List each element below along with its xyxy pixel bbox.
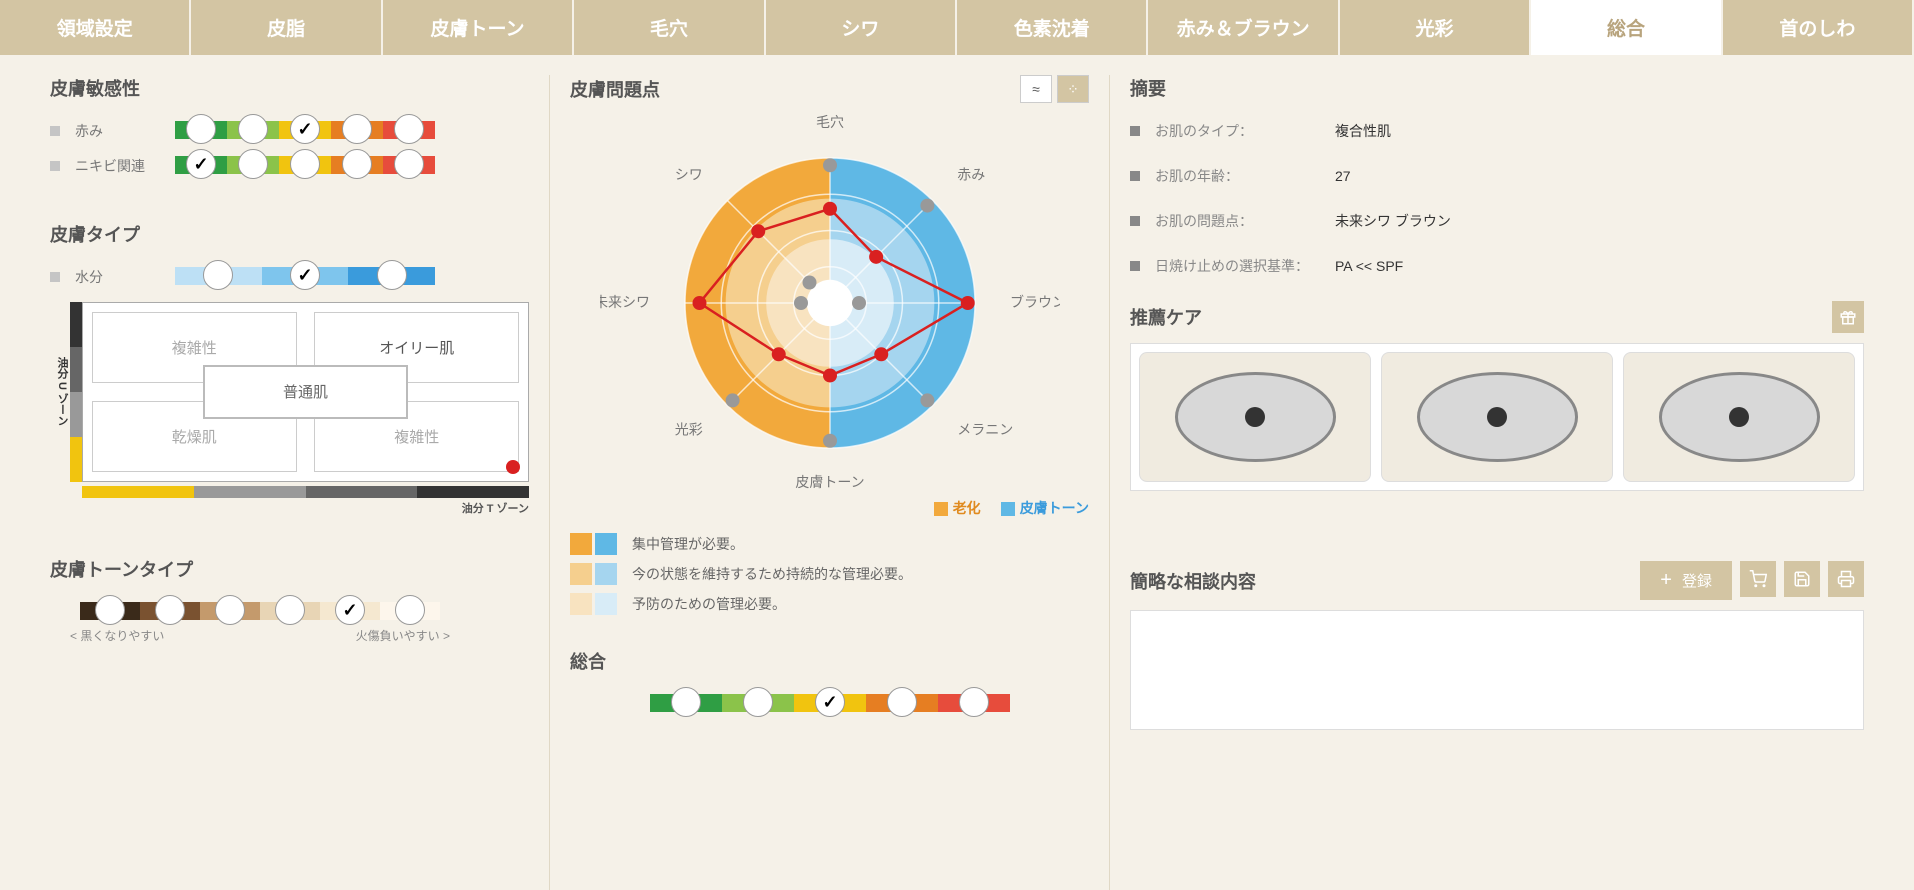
register-button[interactable]: +登録	[1640, 561, 1732, 600]
moisture-slider[interactable]	[175, 267, 435, 287]
matrix-cell-2: 普通肌	[203, 365, 408, 418]
svg-text:皮膚トーン: 皮膚トーン	[795, 474, 864, 490]
radar-mode-wave-icon[interactable]: ≈	[1020, 75, 1052, 103]
radar-mode-dots-icon[interactable]: ⁘	[1057, 75, 1089, 103]
tab-1[interactable]: 皮脂	[191, 0, 380, 55]
rating-marker-4[interactable]	[959, 687, 989, 717]
intensity-text-1: 今の状態を維持するため持続的な管理必要。	[632, 564, 912, 584]
skintype-title: 皮膚タイプ	[50, 221, 529, 247]
sensitivity-slider-1[interactable]	[175, 156, 435, 176]
overall-slider[interactable]	[650, 694, 1010, 714]
rating-marker-3[interactable]	[342, 114, 372, 144]
rating-marker-4[interactable]	[394, 114, 424, 144]
care-products	[1130, 343, 1864, 491]
summary-label-3: 日焼け止めの選択基準：	[1155, 256, 1335, 276]
intensity-text-2: 予防のための管理必要。	[632, 594, 786, 614]
rating-marker-2[interactable]	[377, 260, 407, 290]
tone-marker-2[interactable]	[215, 595, 245, 625]
tab-8[interactable]: 総合	[1531, 0, 1720, 55]
rating-marker-1[interactable]	[743, 687, 773, 717]
rating-marker-0[interactable]	[671, 687, 701, 717]
right-column: 摘要 お肌のタイプ：複合性肌お肌の年齢：27 お肌の問題点：未来シワ ブラウン日焼…	[1110, 75, 1884, 890]
rating-marker-2[interactable]	[815, 687, 845, 717]
matrix-xlabel: 油分 T ゾーン	[82, 500, 529, 516]
radar-chart: 毛穴赤みブラウン色素メラニン皮膚トーン 光彩 未来シワ シワ	[600, 113, 1060, 493]
summary-value-1: 27	[1335, 168, 1351, 184]
rating-marker-0[interactable]	[186, 149, 216, 179]
summary-label-0: お肌のタイプ：	[1155, 121, 1335, 141]
rating-marker-3[interactable]	[887, 687, 917, 717]
svg-text:毛穴: 毛穴	[816, 114, 844, 130]
tone-slider[interactable]	[80, 602, 440, 622]
summary-value-3: PA << SPF	[1335, 258, 1403, 274]
overall-title: 総合	[570, 648, 1089, 674]
matrix-indicator-dot	[506, 460, 520, 474]
svg-text:光彩: 光彩	[674, 421, 702, 437]
rating-marker-2[interactable]	[290, 114, 320, 144]
radar-title: 皮膚問題点	[570, 76, 660, 102]
summary-value-2: 未来シワ ブラウン	[1335, 211, 1451, 231]
tab-9[interactable]: 首のしわ	[1723, 0, 1912, 55]
rating-marker-1[interactable]	[290, 260, 320, 290]
tabs: 領域設定皮脂皮膚トーン毛穴シワ色素沈着赤み＆ブラウン光彩総合首のしわ	[0, 0, 1914, 55]
summary-value-0: 複合性肌	[1335, 121, 1391, 141]
svg-text:赤み: 赤み	[957, 167, 985, 183]
tone-marker-1[interactable]	[155, 595, 185, 625]
tab-2[interactable]: 皮膚トーン	[383, 0, 572, 55]
moisture-label: 水分	[75, 267, 175, 287]
tone-right-label: 火傷負いやすい >	[356, 627, 450, 644]
intensity-text-0: 集中管理が必要。	[632, 534, 744, 554]
sens-label-1: ニキビ関連	[75, 156, 175, 176]
rating-marker-1[interactable]	[238, 114, 268, 144]
matrix-ylabel: 油分 U ゾーン	[50, 302, 70, 482]
consult-textarea[interactable]	[1130, 610, 1864, 730]
skin-matrix: 油分 U ゾーン 複雑性オイリー肌普通肌乾燥肌複雑性	[50, 302, 529, 482]
product-3[interactable]	[1623, 352, 1855, 482]
sensitivity-slider-0[interactable]	[175, 121, 435, 141]
tone-marker-3[interactable]	[275, 595, 305, 625]
rating-marker-4[interactable]	[394, 149, 424, 179]
product-1[interactable]	[1139, 352, 1371, 482]
tone-marker-4[interactable]	[335, 595, 365, 625]
left-column: 皮膚敏感性 赤みニキビ関連 皮膚タイプ 水分 油分 U ゾーン 複雑性オイリー肌…	[30, 75, 550, 890]
main-content: 皮膚敏感性 赤みニキビ関連 皮膚タイプ 水分 油分 U ゾーン 複雑性オイリー肌…	[0, 55, 1914, 890]
svg-text:シワ: シワ	[674, 167, 702, 183]
intensity-legend: 集中管理が必要。今の状態を維持するため持続的な管理必要。予防のための管理必要。	[570, 533, 1089, 615]
tone-left-label: < 黒くなりやすい	[70, 627, 164, 644]
tab-0[interactable]: 領域設定	[0, 0, 189, 55]
rating-marker-0[interactable]	[186, 114, 216, 144]
tone-marker-0[interactable]	[95, 595, 125, 625]
summary-label-2: お肌の問題点：	[1155, 211, 1335, 231]
consult-title: 簡略な相談内容	[1130, 568, 1256, 594]
sens-label-0: 赤み	[75, 121, 175, 141]
summary-label-1: お肌の年齢：	[1155, 166, 1335, 186]
svg-text:ブラウン色素: ブラウン色素	[1010, 294, 1060, 310]
rating-marker-0[interactable]	[203, 260, 233, 290]
rating-marker-2[interactable]	[290, 149, 320, 179]
sensitivity-title: 皮膚敏感性	[50, 75, 529, 101]
tab-4[interactable]: シワ	[766, 0, 955, 55]
care-title: 推薦ケア	[1130, 304, 1202, 330]
rating-marker-1[interactable]	[238, 149, 268, 179]
matrix-grid: 複雑性オイリー肌普通肌乾燥肌複雑性	[82, 302, 529, 482]
tab-7[interactable]: 光彩	[1340, 0, 1529, 55]
summary-title: 摘要	[1130, 75, 1864, 101]
tab-5[interactable]: 色素沈着	[957, 0, 1146, 55]
print-icon[interactable]	[1828, 561, 1864, 597]
center-column: 皮膚問題点 ≈ ⁘ 毛穴赤みブラウン色素メラニン皮膚トーン 光彩 未来シワ シワ 老化…	[550, 75, 1110, 890]
product-2[interactable]	[1381, 352, 1613, 482]
tone-title: 皮膚トーンタイプ	[50, 556, 529, 582]
save-icon[interactable]	[1784, 561, 1820, 597]
svg-text:メラニン: メラニン	[957, 421, 1013, 437]
svg-text:未来シワ: 未来シワ	[600, 294, 650, 310]
tone-marker-5[interactable]	[395, 595, 425, 625]
rating-marker-3[interactable]	[342, 149, 372, 179]
tab-3[interactable]: 毛穴	[574, 0, 763, 55]
radar-legend: 老化 皮膚トーン	[570, 498, 1089, 518]
cart-icon[interactable]	[1740, 561, 1776, 597]
gift-icon[interactable]	[1832, 301, 1864, 333]
tab-6[interactable]: 赤み＆ブラウン	[1148, 0, 1337, 55]
